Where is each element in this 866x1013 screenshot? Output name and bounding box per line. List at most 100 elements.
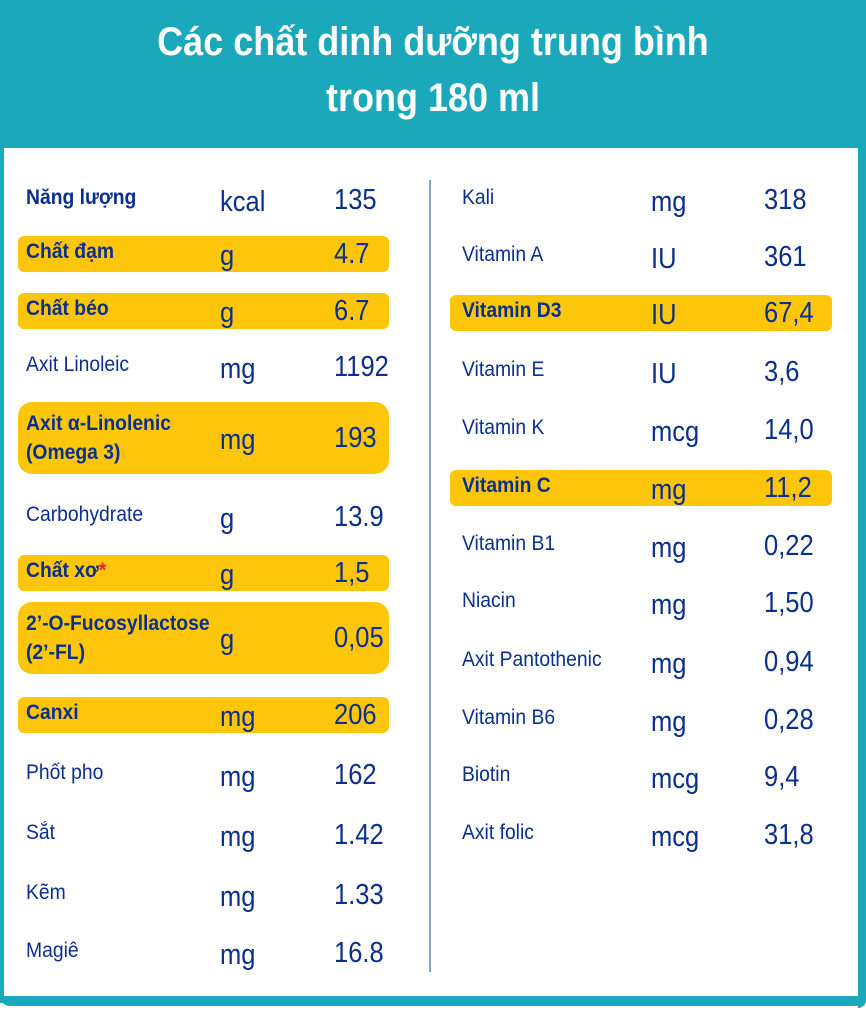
nutrient-unit: mg	[220, 821, 256, 853]
nutrient-name-text: Vitamin K	[462, 416, 545, 439]
title-line-1: Các chất dinh dưỡng trung bình	[157, 20, 709, 64]
nutrient-name-text: Niacin	[462, 589, 516, 612]
nutrient-name-text: Kẽm	[26, 881, 66, 904]
nutrient-value: 361	[764, 241, 807, 273]
nutrient-value: 1.33	[334, 879, 384, 911]
nutrient-name-text: Kali	[462, 186, 495, 209]
highlight-band	[18, 293, 389, 329]
nutrient-name: Kẽm	[26, 879, 66, 907]
nutrient-name: Carbohydrate	[26, 501, 143, 529]
nutrient-name-text: Carbohydrate	[26, 503, 144, 526]
nutrient-name-text: Axit α-Linolenic	[26, 412, 171, 435]
nutrient-name-text: Axit folic	[462, 821, 534, 844]
nutrient-unit: mg	[220, 424, 256, 456]
title-line-2: trong 180 ml	[325, 76, 541, 120]
highlight-band	[18, 602, 389, 674]
nutrient-name-text: Chất đạm	[26, 240, 115, 263]
nutrient-unit: mg	[651, 648, 687, 680]
nutrient-name: Axit Linoleic	[26, 351, 129, 379]
nutrient-name: Sắt	[26, 819, 55, 847]
nutrient-name: Chất béo	[26, 295, 109, 323]
nutrient-name: Vitamin C	[462, 472, 551, 500]
nutrient-name-text: 2’-O-Fucosyllactose	[26, 612, 210, 635]
nutrient-name-text: Vitamin C	[462, 474, 551, 497]
nutrient-unit: mg	[651, 589, 687, 621]
nutrient-unit: mg	[220, 761, 256, 793]
highlight-band	[450, 295, 832, 331]
nutrient-value: 67,4	[764, 297, 814, 329]
column-divider	[429, 180, 431, 972]
nutrient-name: Chất đạm	[26, 238, 114, 266]
nutrient-name-text: Biotin	[462, 763, 511, 786]
nutrient-name-text: Vitamin B6	[462, 706, 556, 729]
nutrient-value: 0,94	[764, 646, 814, 678]
nutrient-unit: mg	[220, 353, 256, 385]
nutrient-name: Vitamin E	[462, 356, 544, 384]
nutrient-unit: mg	[651, 532, 687, 564]
nutrient-name: Chất xơ*	[26, 557, 106, 585]
nutrient-name: Vitamin K	[462, 414, 544, 442]
page-title: Các chất dinh dưỡng trung bình trong 180…	[43, 14, 822, 126]
nutrient-name-text: Vitamin B1	[462, 532, 556, 555]
nutrient-name-text: Năng lượng	[26, 186, 137, 209]
highlight-band	[18, 402, 389, 474]
nutrient-value: 4.7	[334, 238, 370, 270]
nutrient-unit: g	[220, 297, 235, 329]
highlight-band	[18, 555, 389, 591]
nutrient-unit: IU	[651, 243, 677, 275]
nutrient-value: 135	[334, 184, 377, 216]
nutrient-value: 31,8	[764, 819, 814, 851]
nutrient-name: Axit Pantothenic	[462, 646, 602, 674]
nutrient-name: Năng lượng	[26, 184, 136, 212]
nutrient-value: 193	[334, 422, 377, 454]
nutrient-value: 162	[334, 759, 377, 791]
header-band	[0, 0, 866, 148]
nutrient-unit: IU	[651, 358, 677, 390]
nutrient-unit: mg	[220, 939, 256, 971]
nutrient-value: 0,28	[764, 704, 814, 736]
nutrient-value: 1.42	[334, 819, 384, 851]
nutrient-name-text: Axit Linoleic	[26, 353, 130, 376]
nutrient-unit: mcg	[651, 416, 700, 448]
nutrient-unit: g	[220, 624, 235, 656]
nutrient-name: Phốt pho	[26, 759, 103, 787]
nutrient-unit: IU	[651, 299, 677, 331]
nutrient-name: Canxi	[26, 699, 79, 727]
nutrient-value: 16.8	[334, 937, 384, 969]
nutrient-name-line-2: (Omega 3)	[26, 441, 121, 464]
nutrient-unit: kcal	[220, 186, 266, 218]
nutrient-name-text: Phốt pho	[26, 761, 104, 784]
nutrient-name: Vitamin B6	[462, 704, 555, 732]
highlight-band	[18, 236, 389, 272]
nutrient-name: Vitamin D3	[462, 297, 562, 325]
nutrient-name-text: Vitamin E	[462, 358, 545, 381]
right-border	[858, 148, 866, 1008]
nutrient-value: 11,2	[764, 472, 812, 504]
nutrient-name: Axit α-Linolenic	[26, 410, 171, 438]
nutrient-unit: g	[220, 240, 235, 272]
nutrient-name: Niacin	[462, 587, 516, 615]
footnote-asterisk: *	[98, 559, 107, 582]
nutrient-unit: mg	[220, 881, 256, 913]
nutrient-name-text: Vitamin A	[462, 243, 544, 266]
nutrient-name-text: Axit Pantothenic	[462, 648, 602, 671]
nutrient-value: 14,0	[764, 414, 814, 446]
nutrient-name: Magiê	[26, 937, 79, 965]
nutrient-value: 13.9	[334, 501, 384, 533]
nutrient-unit: mg	[651, 706, 687, 738]
nutrient-name: 2’-O-Fucosyllactose	[26, 610, 210, 638]
nutrient-unit: mg	[651, 186, 687, 218]
nutrient-value: 1,50	[764, 587, 814, 619]
nutrient-unit: mcg	[651, 763, 700, 795]
highlight-band	[450, 470, 832, 506]
nutrient-name-text: Magiê	[26, 939, 79, 962]
nutrient-name-text: Chất xơ	[26, 559, 99, 582]
left-border	[0, 148, 4, 1003]
nutrient-unit: mcg	[651, 821, 700, 853]
nutrient-name-text: Chất béo	[26, 297, 109, 320]
nutrient-value: 0,05	[334, 622, 384, 654]
nutrient-value: 6.7	[334, 295, 370, 327]
nutrient-unit: mg	[220, 701, 256, 733]
nutrient-name: Axit folic	[462, 819, 534, 847]
